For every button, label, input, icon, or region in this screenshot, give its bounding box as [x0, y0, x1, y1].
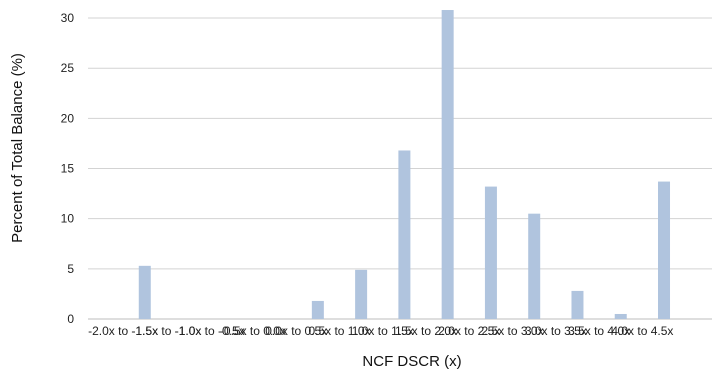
bar	[528, 213, 541, 319]
bar	[614, 313, 627, 319]
x-axis-label: NCF DSCR (x)	[362, 353, 461, 370]
x-tick-label: 2.5x to 3.0x	[482, 324, 544, 338]
x-tick-label: -0.5x to 0.0x	[220, 324, 286, 338]
bar	[355, 269, 368, 319]
y-tick-label: 30	[61, 11, 75, 25]
x-tick-label: -1.5x to -1.0x	[131, 324, 201, 338]
bars	[138, 10, 671, 320]
bar	[311, 300, 324, 319]
y-axis-label: Percent of Total Balance (%)	[9, 53, 26, 243]
x-tick-label: 1.0x to 1.5x	[352, 324, 414, 338]
bar	[398, 150, 411, 319]
x-tick-label: 0.0x to 0.5x	[265, 324, 327, 338]
x-tick-label: 4.0x to 4.5x	[611, 324, 673, 338]
y-tick-label: 15	[61, 162, 75, 176]
x-tick-label: -1.0x to -0.5x	[175, 324, 245, 338]
y-tick-label: 10	[61, 212, 75, 226]
x-tick-labels: -2.0x to -1.5x-1.5x to -1.0x-1.0x to -0.…	[88, 324, 673, 338]
x-tick-label: 3.0x to 3.5x	[525, 324, 587, 338]
y-tick-label: 0	[67, 312, 74, 326]
x-tick-label: 1.5x to 2.0x	[395, 324, 457, 338]
bar	[138, 265, 151, 319]
x-tick-label: -2.0x to -1.5x	[88, 324, 158, 338]
x-tick-label: 3.5x to 4.0x	[568, 324, 630, 338]
bar	[658, 181, 671, 319]
x-tick-label: 0.5x to 1.0x	[308, 324, 370, 338]
y-tick-label: 5	[67, 262, 74, 276]
y-tick-labels: 0 5 10 15 20 25 30	[61, 11, 75, 326]
y-tick-label: 25	[61, 61, 75, 75]
bar	[484, 186, 497, 319]
bar	[571, 290, 584, 319]
y-tick-label: 20	[61, 111, 75, 125]
bar	[441, 10, 454, 320]
x-tick-label: 2.0x to 2.5x	[438, 324, 500, 338]
